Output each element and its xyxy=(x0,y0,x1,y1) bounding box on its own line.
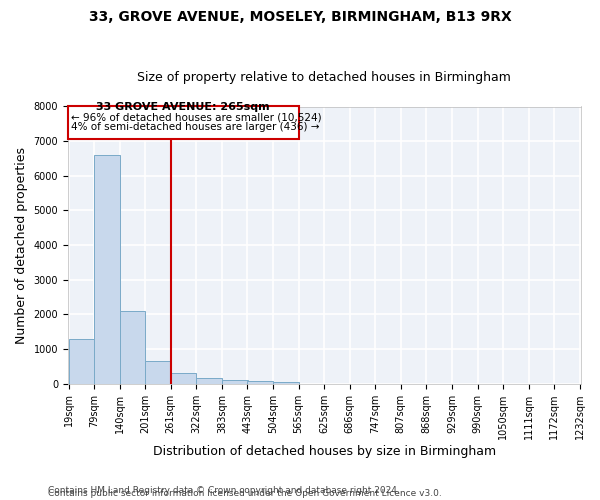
Text: 4% of semi-detached houses are larger (436) →: 4% of semi-detached houses are larger (4… xyxy=(71,122,320,132)
Bar xyxy=(145,361,171,384)
Bar xyxy=(222,380,248,384)
Y-axis label: Number of detached properties: Number of detached properties xyxy=(15,146,28,344)
Bar xyxy=(69,338,94,384)
Bar xyxy=(94,155,119,384)
Bar xyxy=(273,382,299,384)
Text: 33, GROVE AVENUE, MOSELEY, BIRMINGHAM, B13 9RX: 33, GROVE AVENUE, MOSELEY, BIRMINGHAM, B… xyxy=(89,10,511,24)
Bar xyxy=(170,374,196,384)
Text: ← 96% of detached houses are smaller (10,524): ← 96% of detached houses are smaller (10… xyxy=(71,112,322,122)
X-axis label: Distribution of detached houses by size in Birmingham: Distribution of detached houses by size … xyxy=(153,444,496,458)
Bar xyxy=(196,378,222,384)
Bar xyxy=(247,381,273,384)
Title: Size of property relative to detached houses in Birmingham: Size of property relative to detached ho… xyxy=(137,72,511,85)
Text: 33 GROVE AVENUE: 265sqm: 33 GROVE AVENUE: 265sqm xyxy=(97,102,270,113)
Bar xyxy=(68,106,299,140)
Bar xyxy=(119,311,145,384)
Text: Contains public sector information licensed under the Open Government Licence v3: Contains public sector information licen… xyxy=(48,488,442,498)
Text: Contains HM Land Registry data © Crown copyright and database right 2024.: Contains HM Land Registry data © Crown c… xyxy=(48,486,400,495)
